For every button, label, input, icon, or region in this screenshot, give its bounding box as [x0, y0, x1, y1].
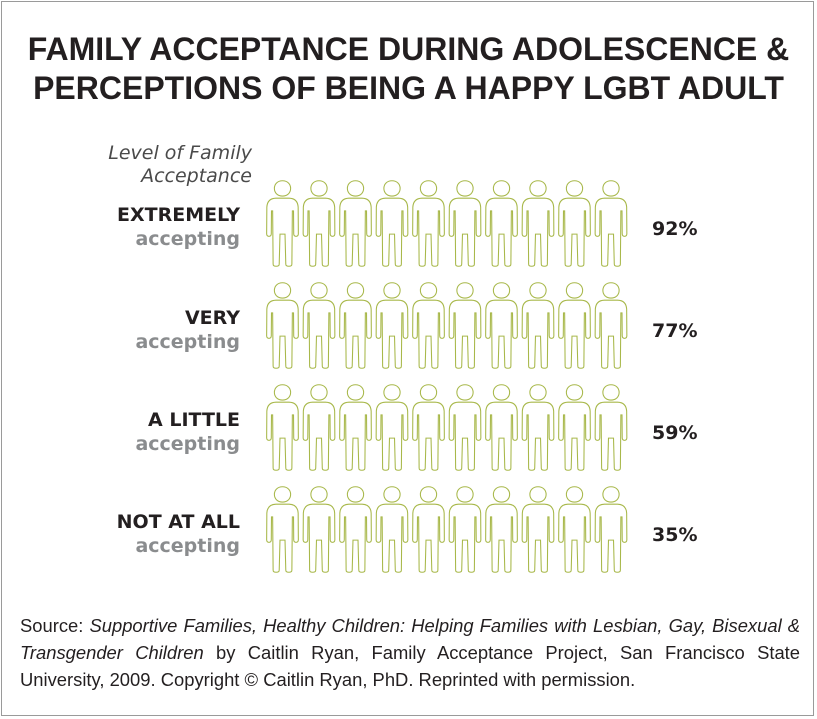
row-accepting-text: accepting [135, 331, 240, 353]
row-value-a-little: 59% [652, 422, 698, 444]
person-icon [412, 384, 445, 471]
row-label-very: VERY accepting [60, 306, 240, 354]
row-level-text: EXTREMELY [117, 204, 240, 226]
person-icon [521, 282, 555, 369]
person-icon [412, 282, 445, 369]
person-icon [339, 180, 372, 267]
person-icon [558, 384, 591, 471]
person-icon [448, 180, 482, 267]
row-level-text: A LITTLE [148, 409, 240, 431]
row-accepting-text: accepting [135, 433, 240, 455]
person-icon [521, 486, 555, 573]
pictogram-row-extremely [266, 180, 628, 267]
person-icon [375, 180, 409, 267]
person-icon [302, 486, 336, 573]
person-icon [339, 384, 372, 471]
row-accepting-text: accepting [135, 228, 240, 250]
person-icon [412, 180, 445, 267]
row-level-text: NOT AT ALL [116, 511, 240, 533]
row-value-very: 77% [652, 320, 698, 342]
row-accepting-text: accepting [135, 535, 240, 557]
source-rest: by Caitlin Ryan, Family Acceptance Proje… [20, 642, 801, 690]
chart-title-line-1: FAMILY ACCEPTANCE DURING ADOLESCENCE & [27, 31, 790, 67]
person-icon [558, 180, 591, 267]
person-icon [266, 282, 299, 369]
person-icon [485, 486, 518, 573]
person-icon [412, 486, 445, 573]
person-icon [448, 282, 482, 369]
row-value-extremely: 92% [652, 218, 698, 240]
pictogram-row-not-at-all [266, 486, 628, 573]
row-value-not-at-all: 35% [652, 524, 698, 546]
person-icon [375, 486, 409, 573]
person-icon [448, 486, 482, 573]
person-icon [558, 282, 591, 369]
person-icon [594, 180, 628, 267]
source-prefix: Source: [20, 615, 90, 636]
person-icon [375, 282, 409, 369]
pictogram-row-very [266, 282, 628, 369]
person-icon [302, 384, 336, 471]
category-axis-label: Level of Family Acceptance [108, 142, 252, 187]
person-icon [266, 180, 299, 267]
person-icon [448, 384, 482, 471]
person-icon [485, 180, 518, 267]
source-note: Source: Supportive Families, Healthy Chi… [20, 612, 800, 693]
pictogram-row-a-little [266, 384, 628, 471]
person-icon [339, 282, 372, 369]
person-icon [485, 282, 518, 369]
person-icon [266, 486, 299, 573]
row-label-a-little: A LITTLE accepting [60, 408, 240, 456]
row-level-text: VERY [184, 307, 240, 329]
person-icon [558, 486, 591, 573]
person-icon [594, 486, 628, 573]
person-icon [302, 180, 336, 267]
person-icon [302, 282, 336, 369]
person-icon [521, 180, 555, 267]
person-icon [594, 282, 628, 369]
person-icon [594, 384, 628, 471]
person-icon [339, 486, 372, 573]
chart-title-line-2: PERCEPTIONS OF BEING A HAPPY LGBT ADULT [33, 70, 784, 106]
person-icon [485, 384, 518, 471]
person-icon [521, 384, 555, 471]
row-label-extremely: EXTREMELY accepting [60, 203, 240, 251]
person-icon [266, 384, 299, 471]
row-label-not-at-all: NOT AT ALL accepting [60, 510, 240, 558]
person-icon [375, 384, 409, 471]
chart-title: FAMILY ACCEPTANCE DURING ADOLESCENCE & P… [0, 30, 817, 108]
source-title: Supportive Families, Healthy Children: H… [20, 615, 800, 663]
